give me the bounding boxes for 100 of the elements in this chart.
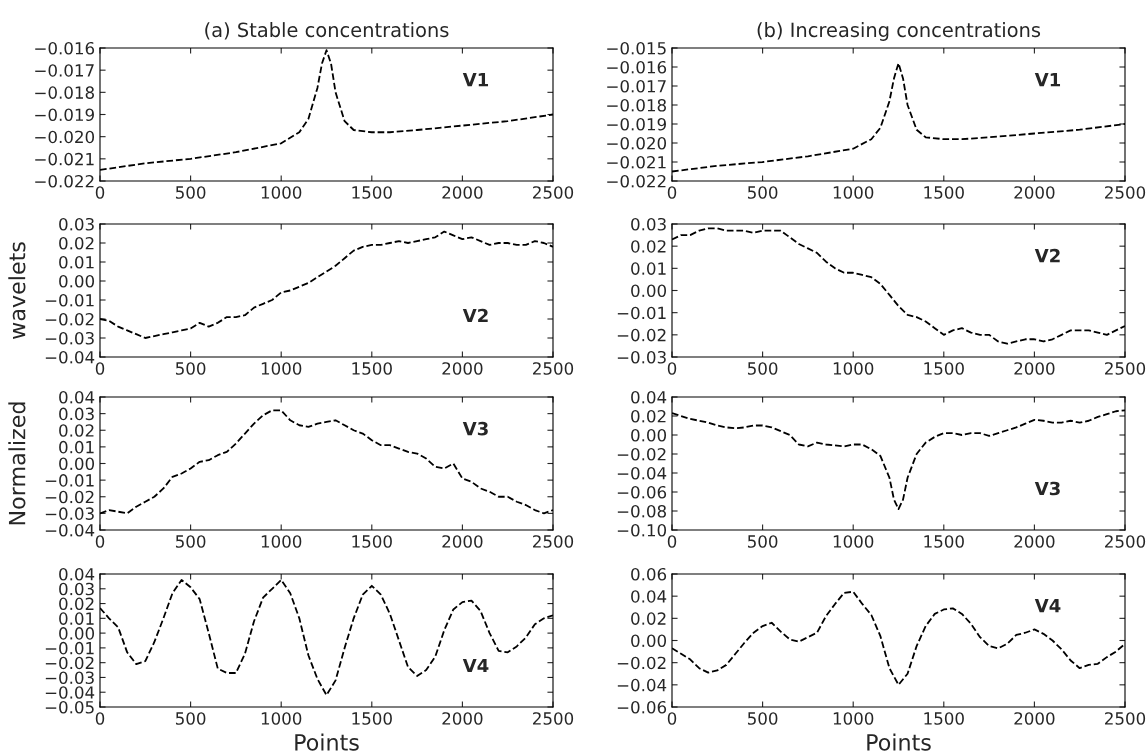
text: V1: [462, 73, 489, 87]
x-tick-label: 2000: [442, 535, 483, 548]
x-tick-label: 0: [667, 712, 677, 725]
x-tick-label: 1500: [924, 712, 964, 725]
y-tick-label: −0.020: [35, 130, 95, 144]
x-tick-label: 2000: [1014, 712, 1055, 725]
y-tick-label: −0.06: [617, 700, 667, 714]
x-tick-label: 2500: [533, 535, 574, 548]
y-tick-label: 0.04: [59, 567, 95, 581]
x-tick-label: 1000: [833, 712, 874, 725]
y-tick-label: 0.01: [59, 612, 94, 625]
x-axis-title: Points: [295, 733, 359, 751]
x-tick-label: 1000: [261, 362, 302, 375]
x-tick-label: 0: [667, 535, 677, 548]
y-tick-label: −0.04: [45, 686, 95, 699]
text: V1: [1034, 73, 1061, 87]
y-tick-label: 0.03: [59, 582, 94, 596]
x-tick-label: 0: [95, 362, 105, 375]
y-tick-label: −0.01: [45, 641, 94, 655]
y-tick-label: −0.05: [45, 700, 94, 714]
y-tick-label: −0.02: [45, 312, 94, 326]
x-tick-label: 2000: [1014, 535, 1055, 548]
x-tick-label: 2500: [533, 362, 574, 375]
x-tick-label: 1500: [924, 186, 964, 199]
y-tick-label: 0.00: [631, 428, 667, 442]
x-tick-label: 2000: [1014, 362, 1055, 375]
y-tick-label: 0.03: [59, 217, 94, 231]
x-tick-label: 2500: [533, 186, 574, 199]
y-tick-label: −0.03: [45, 331, 94, 345]
y-tick-label: −0.10: [617, 523, 667, 537]
y-tick-label: 0.06: [631, 567, 667, 581]
x-tick-label: 1500: [924, 362, 964, 375]
y-tick-label: −0.03: [45, 671, 94, 685]
y-tick-label: −0.01: [45, 474, 94, 487]
y-tick-label: −0.022: [35, 174, 94, 188]
x-tick-label: 2500: [1105, 362, 1146, 375]
y-tick-label: 0.01: [59, 440, 94, 454]
y-axis-title: wavelets: [8, 242, 26, 339]
y-tick-label: −0.04: [617, 466, 667, 480]
text: V2: [462, 308, 488, 323]
y-tick-label: −0.021: [35, 152, 94, 166]
y-tick-label: 0.02: [631, 612, 666, 625]
x-tick-label: 0: [667, 362, 677, 375]
y-tick-label: 0.00: [59, 627, 95, 640]
x-tick-label: 2000: [442, 362, 483, 375]
y-tick-label: −0.03: [45, 507, 94, 520]
x-tick-label: 1000: [833, 535, 874, 548]
y-tick-label: −0.03: [617, 350, 666, 364]
y-tick-label: 0.00: [631, 634, 667, 648]
x-tick-label: 500: [175, 362, 206, 375]
x-tick-label: 0: [667, 186, 677, 199]
x-tick-label: 500: [747, 186, 778, 199]
series-label: V4: [1034, 599, 1061, 613]
chart-title: (b) Increasing concentrations: [757, 22, 1041, 41]
y-tick-label: 0.00: [59, 274, 95, 288]
y-tick-label: 0.00: [59, 457, 95, 471]
y-tick-label: 0.03: [59, 407, 94, 421]
y-tick-label: 0.02: [631, 409, 666, 423]
x-tick-label: 0: [95, 535, 105, 548]
y-tick-label: −0.022: [607, 174, 666, 188]
series-label: V4: [462, 658, 489, 673]
x-tick-label: 500: [747, 362, 778, 375]
y-tick-label: −0.02: [45, 490, 94, 504]
y-tick-label: −0.019: [35, 108, 94, 122]
y-tick-label: −0.019: [607, 117, 666, 131]
x-tick-label: 1500: [352, 535, 392, 548]
x-tick-label: 2000: [442, 186, 483, 199]
y-tick-label: 0.00: [631, 284, 667, 298]
x-tick-label: 500: [747, 712, 778, 725]
y-tick-label: −0.018: [35, 86, 94, 99]
x-tick-label: 0: [95, 186, 105, 199]
series-label: V3: [462, 421, 488, 436]
y-tick-label: −0.06: [617, 485, 667, 499]
y-tick-label: −0.02: [617, 328, 666, 342]
text: V3: [1034, 481, 1060, 496]
x-tick-label: 1500: [352, 362, 392, 375]
y-tick-label: −0.017: [607, 79, 666, 93]
y-tick-label: 0.02: [59, 236, 94, 250]
y-axis-title: Normalized: [8, 402, 26, 525]
chart-title: (a) Stable concentrations: [205, 22, 449, 40]
y-tick-label: −0.08: [617, 504, 666, 518]
x-tick-label: 2000: [1014, 186, 1055, 199]
y-tick-label: −0.02: [617, 656, 666, 670]
y-tick-label: −0.04: [45, 523, 95, 537]
x-tick-label: 1000: [261, 712, 302, 725]
x-tick-label: 2500: [1105, 712, 1146, 725]
y-tick-label: −0.017: [35, 64, 94, 77]
x-tick-label: 0: [95, 712, 105, 725]
x-tick-label: 1000: [833, 186, 874, 199]
text: V2: [1034, 248, 1060, 263]
x-tick-label: 1500: [352, 712, 392, 725]
y-tick-label: −0.015: [607, 41, 666, 55]
x-tick-label: 2000: [442, 712, 483, 725]
x-tick-label: 2500: [1105, 535, 1146, 548]
y-tick-label: −0.021: [607, 155, 666, 169]
y-tick-label: 0.03: [631, 217, 666, 231]
y-tick-label: −0.016: [35, 41, 95, 55]
y-tick-label: 0.01: [631, 262, 666, 275]
y-tick-label: 0.04: [59, 390, 95, 404]
y-tick-label: −0.02: [617, 447, 666, 461]
